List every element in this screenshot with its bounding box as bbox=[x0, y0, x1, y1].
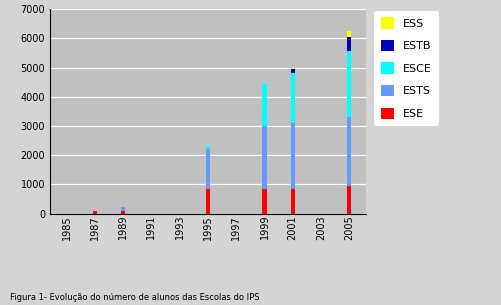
Bar bbox=[347, 52, 351, 117]
Bar bbox=[291, 67, 295, 69]
Bar bbox=[93, 211, 97, 213]
Bar bbox=[121, 207, 125, 210]
Text: Figura 1- Evolução do número de alunos das Escolas do IPS: Figura 1- Evolução do número de alunos d… bbox=[10, 293, 260, 302]
Bar bbox=[206, 146, 210, 149]
Bar bbox=[263, 189, 267, 213]
Bar bbox=[347, 31, 351, 37]
Bar bbox=[263, 84, 267, 126]
Bar bbox=[291, 189, 295, 213]
Bar bbox=[291, 74, 295, 123]
Bar bbox=[206, 149, 210, 189]
Bar bbox=[263, 126, 267, 189]
Bar bbox=[347, 37, 351, 52]
Legend: ESS, ESTB, ESCE, ESTS, ESE: ESS, ESTB, ESCE, ESTS, ESE bbox=[374, 11, 439, 126]
Bar bbox=[291, 69, 295, 74]
Bar bbox=[291, 123, 295, 189]
Bar bbox=[347, 117, 351, 186]
Bar bbox=[121, 210, 125, 214]
Bar bbox=[206, 189, 210, 213]
Bar bbox=[347, 186, 351, 214]
